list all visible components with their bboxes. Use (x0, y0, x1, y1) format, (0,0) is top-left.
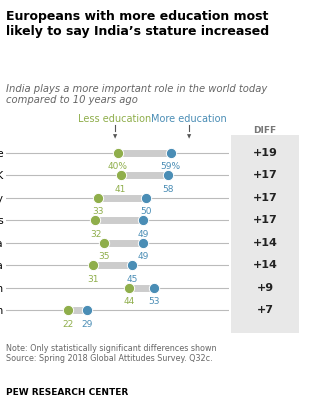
Text: 35: 35 (98, 252, 110, 261)
Text: 58: 58 (162, 185, 174, 194)
Text: ▼: ▼ (113, 134, 117, 139)
Text: +14: +14 (253, 237, 277, 248)
Text: 44: 44 (123, 297, 135, 306)
Text: +7: +7 (257, 305, 273, 315)
Text: +17: +17 (253, 170, 277, 180)
Text: Note: Only statistically significant differences shown
Source: Spring 2018 Globa: Note: Only statistically significant dif… (6, 344, 217, 363)
Point (129, 262, 134, 268)
Text: PEW RESEARCH CENTER: PEW RESEARCH CENTER (6, 388, 128, 397)
Text: More education: More education (151, 114, 227, 124)
Text: ▼: ▼ (187, 134, 191, 139)
Point (85, 307, 90, 313)
Point (126, 284, 131, 291)
Point (101, 239, 106, 246)
Text: +17: +17 (253, 215, 277, 225)
Text: 31: 31 (87, 275, 99, 284)
Text: 33: 33 (92, 207, 104, 216)
Text: 50: 50 (140, 207, 152, 216)
Text: 32: 32 (90, 230, 101, 239)
Text: 41: 41 (115, 185, 126, 194)
Text: 40%: 40% (108, 162, 128, 171)
Text: +14: +14 (253, 260, 277, 270)
Text: 49: 49 (137, 252, 148, 261)
Text: +17: +17 (253, 193, 277, 203)
Point (143, 194, 148, 201)
Text: Less education: Less education (78, 114, 151, 124)
Text: 29: 29 (82, 320, 93, 329)
Text: Europeans with more education most
likely to say India’s stature increased: Europeans with more education most likel… (6, 10, 269, 38)
Point (90, 262, 95, 268)
Text: 53: 53 (148, 297, 160, 306)
Point (166, 172, 171, 178)
Point (152, 284, 157, 291)
Text: India plays a more important role in the world today
compared to 10 years ago: India plays a more important role in the… (6, 84, 268, 105)
Point (140, 217, 145, 223)
Point (93, 217, 98, 223)
Point (140, 239, 145, 246)
Point (118, 172, 123, 178)
Point (115, 149, 120, 156)
Text: 22: 22 (62, 320, 73, 329)
Text: 59%: 59% (161, 162, 181, 171)
Text: 45: 45 (126, 275, 137, 284)
Point (65, 307, 70, 313)
Point (168, 149, 173, 156)
Text: 49: 49 (137, 230, 148, 239)
Text: +19: +19 (253, 148, 277, 157)
Text: +9: +9 (256, 283, 274, 293)
Text: DIFF: DIFF (254, 126, 277, 135)
Point (96, 194, 101, 201)
